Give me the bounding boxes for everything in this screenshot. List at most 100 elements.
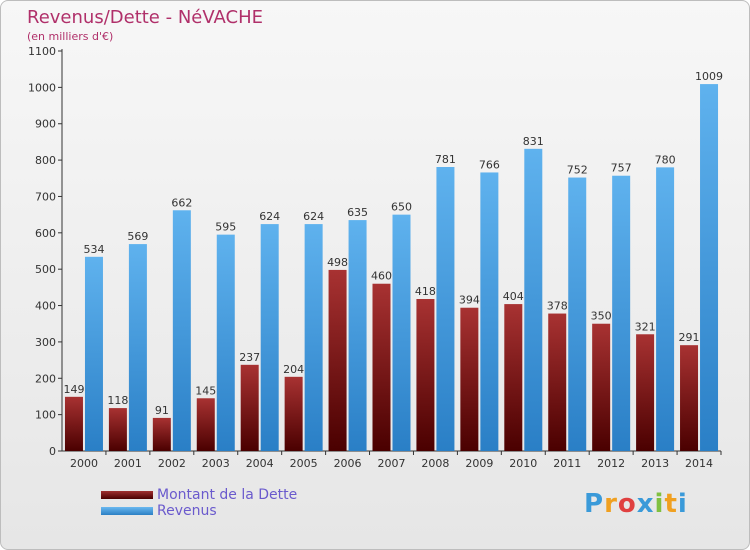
legend-swatch-revenus — [101, 507, 153, 515]
bar-dette — [240, 364, 259, 451]
data-label-revenus: 534 — [83, 243, 104, 256]
bar-dette — [284, 376, 303, 451]
x-tick-label: 2002 — [158, 457, 186, 470]
data-label-dette: 460 — [371, 270, 392, 283]
x-tick-label: 2001 — [114, 457, 142, 470]
x-tick-label: 2005 — [290, 457, 318, 470]
bar-dette — [372, 283, 391, 451]
bar-revenus — [172, 210, 191, 451]
x-tick-label: 2012 — [597, 457, 625, 470]
data-label-dette: 404 — [503, 290, 524, 303]
logo-letter: P — [584, 489, 605, 519]
logo-letter: i — [677, 489, 688, 519]
x-tick-label: 2006 — [334, 457, 362, 470]
bar-revenus — [480, 172, 499, 452]
data-label-revenus: 1009 — [695, 70, 723, 83]
data-label-dette: 321 — [635, 320, 656, 333]
x-tick-label: 2011 — [553, 457, 581, 470]
logo-letter: t — [664, 489, 678, 519]
x-tick-label: 2003 — [202, 457, 230, 470]
data-label-revenus: 650 — [391, 201, 412, 214]
data-label-dette: 204 — [283, 363, 304, 376]
y-tick-label: 0 — [49, 445, 56, 458]
y-tick-label: 700 — [35, 190, 56, 203]
y-tick-label: 200 — [35, 372, 56, 385]
logo-letter: o — [617, 489, 637, 519]
data-label-dette: 149 — [63, 383, 84, 396]
data-label-revenus: 624 — [303, 210, 324, 223]
bar-revenus — [436, 167, 455, 451]
x-tick-label: 2000 — [70, 457, 98, 470]
bar-revenus — [524, 148, 543, 451]
data-label-revenus: 766 — [479, 158, 500, 171]
data-label-dette: 498 — [327, 256, 348, 269]
data-label-revenus: 662 — [171, 196, 192, 209]
data-label-dette: 145 — [195, 384, 216, 397]
data-label-dette: 291 — [679, 331, 700, 344]
legend: Montant de la Dette Revenus — [101, 487, 297, 519]
x-tick-label: 2004 — [246, 457, 274, 470]
data-label-revenus: 781 — [435, 153, 456, 166]
data-label-revenus: 831 — [523, 135, 544, 148]
bar-revenus — [216, 234, 235, 451]
bar-dette — [592, 323, 611, 451]
legend-item-dette: Montant de la Dette — [101, 487, 297, 503]
data-label-revenus: 780 — [655, 153, 676, 166]
x-tick-label: 2009 — [465, 457, 493, 470]
y-tick-label: 800 — [35, 154, 56, 167]
logo-letter: i — [654, 489, 665, 519]
legend-label-dette: Montant de la Dette — [157, 487, 298, 503]
bar-dette — [328, 269, 347, 451]
y-tick-label: 300 — [35, 336, 56, 349]
y-tick-label: 1100 — [28, 45, 56, 58]
bar-revenus — [84, 256, 103, 451]
y-tick-label: 100 — [35, 409, 56, 422]
bar-revenus — [304, 224, 323, 451]
data-label-dette: 91 — [155, 404, 169, 417]
bar-revenus — [656, 167, 675, 451]
logo-letter: r — [604, 489, 618, 519]
data-label-revenus: 569 — [127, 230, 148, 243]
y-tick-label: 900 — [35, 118, 56, 131]
y-tick-label: 600 — [35, 227, 56, 240]
bar-dette — [64, 396, 83, 451]
x-tick-label: 2008 — [421, 457, 449, 470]
data-label-dette: 394 — [459, 294, 480, 307]
bar-dette — [416, 299, 435, 451]
bar-dette — [196, 398, 215, 451]
data-label-dette: 418 — [415, 285, 436, 298]
data-label-dette: 350 — [591, 310, 612, 323]
bar-dette — [108, 408, 127, 451]
bar-revenus — [612, 175, 631, 451]
y-tick-label: 1000 — [28, 81, 56, 94]
data-label-dette: 237 — [239, 351, 260, 364]
bar-dette — [504, 304, 523, 451]
bar-dette — [152, 417, 171, 451]
bar-revenus — [568, 177, 587, 451]
data-label-dette: 378 — [547, 300, 568, 313]
data-label-revenus: 624 — [259, 210, 280, 223]
x-tick-label: 2007 — [378, 457, 406, 470]
data-label-revenus: 595 — [215, 221, 236, 234]
bar-revenus — [392, 214, 411, 451]
chart-subtitle: (en milliers d'€) — [27, 30, 114, 43]
legend-swatch-dette — [101, 491, 153, 499]
legend-item-revenus: Revenus — [101, 503, 297, 519]
x-tick-label: 2014 — [685, 457, 713, 470]
y-tick-label: 500 — [35, 263, 56, 276]
chart-title: Revenus/Dette - NéVACHE — [27, 7, 263, 28]
proxiti-logo: Proxiti — [584, 489, 688, 519]
data-label-revenus: 752 — [567, 164, 588, 177]
bar-revenus — [260, 224, 279, 451]
bar-dette — [460, 307, 479, 451]
bar-revenus — [700, 84, 719, 451]
x-tick-label: 2010 — [509, 457, 537, 470]
bar-revenus — [128, 244, 147, 451]
y-tick-label: 400 — [35, 300, 56, 313]
bar-dette — [636, 334, 655, 451]
data-label-revenus: 635 — [347, 206, 368, 219]
x-tick-label: 2013 — [641, 457, 669, 470]
bar-dette — [680, 345, 699, 451]
